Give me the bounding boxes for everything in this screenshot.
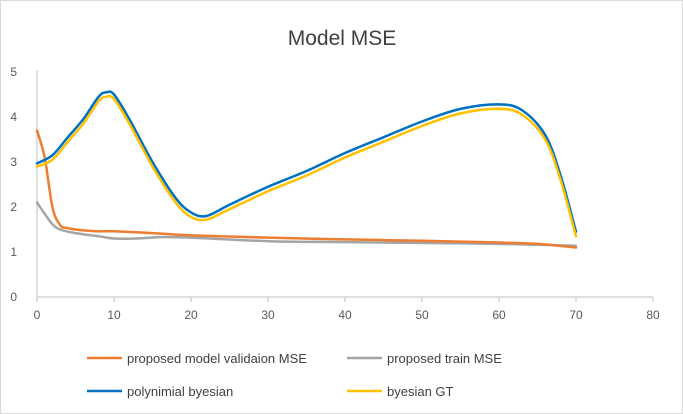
series-line-proposed-train-mse [35, 201, 578, 247]
y-tick-label: 0 [10, 290, 17, 304]
series-line-polynimial-byesian [35, 90, 578, 233]
series-line-byesian-gt [35, 94, 578, 238]
legend-label: byesian GT [387, 384, 454, 399]
legend-label: proposed model validaion MSE [127, 351, 307, 366]
x-tick-label: 60 [492, 308, 506, 322]
y-tick-label: 1 [10, 245, 17, 259]
y-tick-label: 4 [10, 110, 17, 124]
x-tick-label: 10 [107, 308, 121, 322]
axes: 0 10 20 30 40 50 60 70 80 0 1 2 3 4 5 [10, 65, 660, 322]
x-tick-label: 80 [646, 308, 660, 322]
legend-label: proposed train MSE [387, 351, 502, 366]
y-tick-label: 5 [10, 65, 17, 79]
x-tick-label: 50 [415, 308, 429, 322]
y-tick-label: 2 [10, 200, 17, 214]
x-tick-label: 30 [261, 308, 275, 322]
x-tick-label: 20 [184, 308, 198, 322]
y-tick-label: 3 [10, 155, 17, 169]
series-layer [35, 90, 578, 249]
x-tick-label: 70 [569, 308, 583, 322]
legend: proposed model validaion MSE proposed tra… [87, 351, 502, 399]
x-tick-label: 0 [34, 308, 41, 322]
chart-title: Model MSE [288, 27, 397, 50]
x-tick-label: 40 [338, 308, 352, 322]
series-line-proposed-model-validaion-mse [35, 129, 578, 249]
legend-label: polynimial byesian [127, 384, 233, 399]
